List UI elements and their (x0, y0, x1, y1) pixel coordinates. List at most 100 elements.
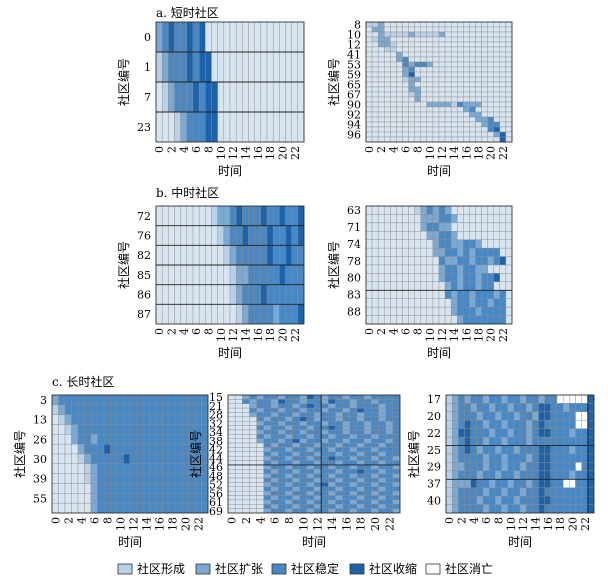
heatmap-cell (450, 315, 458, 325)
heatmap-cell (142, 424, 150, 435)
plot-frame (227, 394, 401, 514)
heatmap-cell (469, 86, 476, 93)
heatmap-cell (371, 256, 379, 266)
y-tick-label: 96 (347, 129, 361, 142)
heatmap-cell (349, 434, 358, 439)
heatmap-cell (201, 493, 209, 504)
heatmap-cell (499, 121, 507, 128)
heatmap-cell (277, 455, 286, 461)
x-tick-label: 14 (326, 517, 339, 531)
heatmap-cell (469, 239, 476, 249)
heatmap-cell (136, 424, 144, 435)
heatmap-cell (313, 504, 322, 509)
x-tick-label: 12 (436, 146, 449, 160)
heatmap-cell (426, 131, 434, 138)
heatmap-cell (499, 56, 507, 63)
heatmap-cell (444, 86, 452, 93)
heatmap-cell (469, 106, 476, 113)
heatmap-cell (363, 429, 372, 435)
heatmap-cell (328, 504, 336, 509)
heatmap-cell (470, 420, 478, 429)
heatmap-cell (234, 486, 243, 492)
heatmap-cell (513, 436, 521, 446)
heatmap-cell (475, 46, 482, 53)
heatmap-cell (505, 256, 513, 266)
heatmap-cell (470, 462, 478, 472)
heatmap-cell (149, 443, 157, 455)
heatmap-cell (464, 479, 471, 488)
heatmap-cell (263, 482, 272, 487)
heatmap-cell (313, 460, 322, 466)
heatmap-cell (77, 414, 85, 425)
heatmap-cell (335, 407, 343, 413)
heatmap-cell (487, 31, 494, 38)
heatmap-cell (550, 411, 558, 421)
heatmap-cell (544, 445, 552, 455)
heatmap-cell (234, 447, 243, 453)
heatmap-cell (414, 136, 421, 143)
heatmap-cell (463, 46, 470, 53)
heatmap-cell (174, 51, 181, 83)
heatmap-cell (371, 298, 379, 308)
heatmap-cell (270, 495, 279, 501)
heatmap-cell (544, 428, 552, 438)
heatmap-cell (481, 298, 488, 308)
heatmap-cell (378, 403, 386, 409)
heatmap-cell (457, 306, 464, 316)
heatmap-cell (499, 214, 507, 224)
heatmap-cell (378, 504, 386, 509)
heatmap-cell (223, 304, 231, 325)
heatmap-cell (371, 407, 379, 413)
heatmap-cell (444, 66, 452, 73)
heatmap-cell (458, 436, 465, 446)
heatmap-cell (525, 436, 533, 446)
heatmap-cell (470, 428, 478, 438)
heatmap-cell (385, 482, 394, 487)
heatmap-cell (501, 462, 508, 472)
heatmap-cell (263, 508, 272, 514)
heatmap-cell (254, 21, 262, 53)
heatmap-cell (223, 225, 231, 246)
heatmap-cell (377, 281, 385, 291)
heatmap-cell (458, 411, 465, 421)
y-tick-label: 76 (137, 230, 151, 243)
heatmap-cell (342, 407, 351, 413)
heatmap-cell (445, 453, 453, 463)
heatmap-cell (377, 306, 385, 316)
heatmap-cell (505, 56, 513, 63)
heatmap-cell (272, 284, 280, 305)
heatmap-cell (493, 273, 501, 283)
heatmap-cell (198, 245, 206, 266)
heatmap-cell (384, 111, 391, 118)
heatmap-cell (556, 462, 564, 472)
heatmap-cell (223, 81, 231, 113)
heatmap-cell (227, 508, 236, 514)
y-tick-label: 8 (354, 19, 361, 32)
heatmap-cell (227, 399, 236, 404)
heatmap-cell (155, 443, 163, 455)
heatmap-cell (499, 315, 507, 325)
heatmap-cell (493, 61, 501, 68)
heatmap-cell (457, 116, 464, 123)
x-tick-label: 4 (387, 328, 400, 335)
y-tick-label: 90 (347, 99, 361, 112)
heatmap-cell (482, 436, 490, 446)
heatmap-cell (426, 46, 434, 53)
x-tick-label: 16 (460, 146, 473, 160)
heatmap-cell (569, 428, 576, 438)
heatmap-cell (532, 411, 539, 421)
heatmap-cell (356, 394, 365, 400)
heatmap-cell (464, 470, 471, 480)
heatmap-cell (254, 111, 262, 143)
heatmap-cell (77, 404, 85, 415)
heatmap-cell (587, 479, 595, 488)
heatmap-cell (444, 281, 452, 291)
heatmap-cell (378, 407, 386, 413)
heatmap-cell (116, 463, 124, 474)
heatmap-cell (363, 477, 372, 483)
heatmap-cell (77, 424, 85, 435)
heatmap-cell (458, 462, 465, 472)
heatmap-cell (205, 111, 212, 143)
heatmap-cell (371, 41, 379, 48)
heatmap-cell (505, 111, 513, 118)
